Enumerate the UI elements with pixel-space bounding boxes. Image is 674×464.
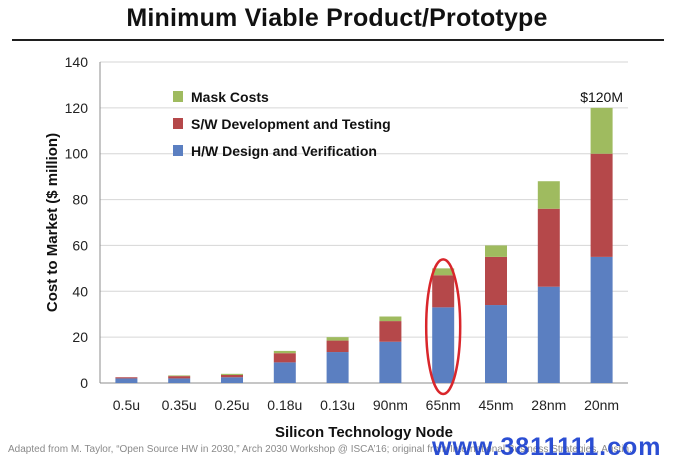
y-axis-title: Cost to Market ($ million) <box>44 133 61 312</box>
bar-segment <box>432 307 455 383</box>
x-axis-title: Silicon Technology Node <box>275 424 453 441</box>
bar-segment <box>537 208 560 287</box>
bar-segment <box>432 275 455 308</box>
bar-segment <box>221 374 243 378</box>
bar-segment <box>326 337 349 341</box>
x-tick-label: 45nm <box>478 397 513 413</box>
bar-segment <box>379 321 402 342</box>
bar-segment <box>273 353 296 363</box>
legend-label: H/W Design and Verification <box>191 143 377 159</box>
bar-segment <box>326 352 349 383</box>
y-tick-label: 140 <box>65 54 89 70</box>
x-tick-label: 65nm <box>426 397 461 413</box>
bar-segment <box>485 305 507 383</box>
bar-segment <box>379 341 402 383</box>
y-tick-label: 80 <box>72 192 88 208</box>
bar-segment <box>115 378 138 383</box>
bar-segment <box>273 350 296 354</box>
bar-segment <box>273 362 296 383</box>
bar-segment <box>537 286 560 383</box>
x-tick-label: 0.35u <box>162 397 197 413</box>
y-tick-label: 40 <box>72 283 88 299</box>
bar-segment <box>537 181 560 209</box>
legend-label: S/W Development and Testing <box>191 116 391 132</box>
bar-annotation: $120M <box>580 89 623 105</box>
title-divider <box>12 39 664 41</box>
source-footnote: Adapted from M. Taylor, “Open Source HW … <box>8 444 632 455</box>
bar-segment <box>221 373 243 375</box>
bar-segment <box>168 376 191 379</box>
y-tick-label: 0 <box>80 375 88 391</box>
y-tick-label: 100 <box>65 146 89 162</box>
bar-segment <box>590 256 613 383</box>
bar-segment <box>432 268 455 276</box>
bar-segment <box>115 377 138 379</box>
x-tick-label: 0.18u <box>267 397 302 413</box>
bar-segment <box>485 256 507 306</box>
x-tick-label: 28nm <box>531 397 566 413</box>
x-tick-label: 0.5u <box>113 397 140 413</box>
bar-segment <box>590 153 613 257</box>
bar-segment <box>590 107 613 154</box>
bar-segment <box>168 378 191 383</box>
legend-swatch <box>173 145 183 156</box>
legend-swatch <box>173 118 183 129</box>
y-tick-label: 20 <box>72 329 88 345</box>
bar-segment <box>485 245 507 257</box>
bar-segment <box>379 316 402 322</box>
x-tick-label: 90nm <box>373 397 408 413</box>
legend-label: Mask Costs <box>191 89 269 105</box>
slide-title: Minimum Viable Product/Prototype <box>126 4 548 32</box>
y-tick-label: 120 <box>65 100 89 116</box>
legend-swatch <box>173 91 183 102</box>
bar-segment <box>221 377 243 383</box>
x-tick-label: 0.13u <box>320 397 355 413</box>
bar-segment <box>326 340 349 353</box>
x-tick-label: 0.25u <box>214 397 249 413</box>
highlight-ellipse <box>424 258 462 396</box>
watermark: www.3811111.com <box>432 433 662 461</box>
bar-segment <box>168 375 191 377</box>
y-tick-label: 60 <box>72 237 88 253</box>
x-tick-label: 20nm <box>584 397 619 413</box>
